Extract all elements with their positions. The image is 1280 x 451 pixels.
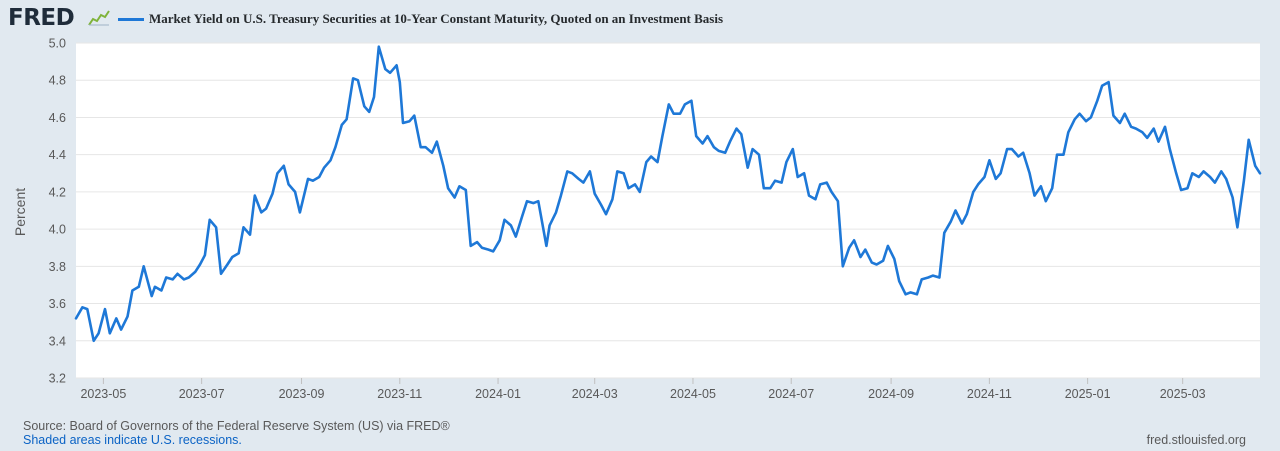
- x-tick-label: 2024-07: [768, 387, 814, 401]
- y-tick-label: 4.2: [49, 185, 66, 199]
- x-tick-label: 2024-11: [967, 387, 1012, 401]
- plot-area: [76, 43, 1260, 378]
- x-tick-label: 2024-05: [670, 387, 716, 401]
- series-group: [74, 45, 1262, 343]
- chart-header: FRED Market Yield on U.S. Treasury Secur…: [0, 0, 1280, 40]
- x-tick-label: 2025-01: [1065, 387, 1111, 401]
- y-tick-label: 4.4: [49, 148, 66, 162]
- legend-swatch: [118, 18, 144, 21]
- x-tick-label: 2023-05: [80, 387, 126, 401]
- y-tick-label: 3.4: [49, 334, 66, 348]
- x-tick-label: 2023-07: [179, 387, 225, 401]
- y-tick-label: 3.8: [49, 260, 66, 274]
- recession-note[interactable]: Shaded areas indicate U.S. recessions.: [23, 433, 242, 447]
- x-tick-label: 2025-03: [1160, 387, 1206, 401]
- y-tick-labels: 3.2 3.4 3.6 3.8 4.0 4.2 4.4 4.6 4.8 5.0: [49, 37, 66, 386]
- line-chart-icon: [88, 10, 110, 26]
- series-title: Market Yield on U.S. Treasury Securities…: [149, 11, 724, 26]
- x-tick-labels: 2023-05 2023-07 2023-09 2023-11 2024-01 2024-…: [80, 378, 1206, 401]
- y-axis-label: Percent: [12, 188, 28, 236]
- x-tick-label: 2024-03: [572, 387, 618, 401]
- y-gridlines: [76, 42, 1260, 379]
- x-tick-label: 2023-09: [279, 387, 325, 401]
- y-tick-label: 4.0: [49, 223, 66, 237]
- source-note: Source: Board of Governors of the Federa…: [23, 419, 450, 433]
- y-tick-label: 4.8: [49, 74, 66, 88]
- x-tick-label: 2023-11: [377, 387, 422, 401]
- y-tick-label: 4.6: [49, 111, 66, 125]
- y-tick-label: 5.0: [49, 37, 66, 51]
- fred-logo[interactable]: FRED: [8, 5, 75, 31]
- y-tick-label: 3.6: [49, 297, 66, 311]
- fred-url[interactable]: fred.stlouisfed.org: [1146, 433, 1246, 447]
- x-tick-label: 2024-09: [868, 387, 914, 401]
- y-tick-label: 3.2: [49, 372, 66, 386]
- x-tick-label: 2024-01: [475, 387, 521, 401]
- series-line[interactable]: [74, 45, 1262, 343]
